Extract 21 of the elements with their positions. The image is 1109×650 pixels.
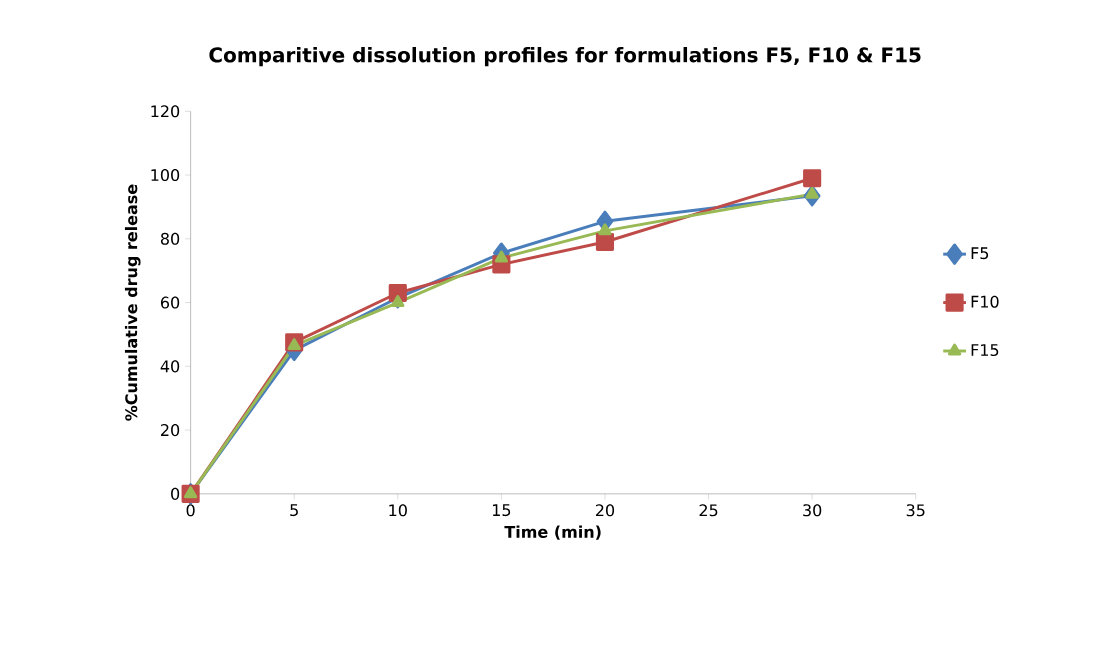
x-tick-label: 20 [595,504,615,517]
chart-title: Comparitive dissolution profiles for formulations F5, F10 & F15 [209,47,921,67]
y-tick-label: 40 [160,360,180,373]
y-tick-label: 100 [151,169,180,182]
y-tick-label: 60 [160,296,180,309]
y-axis-title: %Cumulative drug release [124,184,141,421]
x-tick-label: 25 [699,504,718,517]
y-tick-label: 80 [160,232,180,245]
y-tick-label: 0 [171,487,180,500]
x-tick-label: 5 [290,504,298,517]
x-tick-label: 0 [186,504,195,517]
legend-label: F5 [971,247,989,260]
x-tick-label: 10 [389,504,407,517]
x-tick-label: 30 [803,504,822,517]
x-tick-label: 35 [906,504,925,517]
legend-label: F10 [971,295,999,308]
x-tick-label: 15 [492,504,511,517]
y-tick-label: 120 [151,105,180,118]
x-axis-title: Time (min) [504,525,601,540]
y-tick-label: 20 [161,424,180,437]
legend-label: F15 [971,344,999,357]
